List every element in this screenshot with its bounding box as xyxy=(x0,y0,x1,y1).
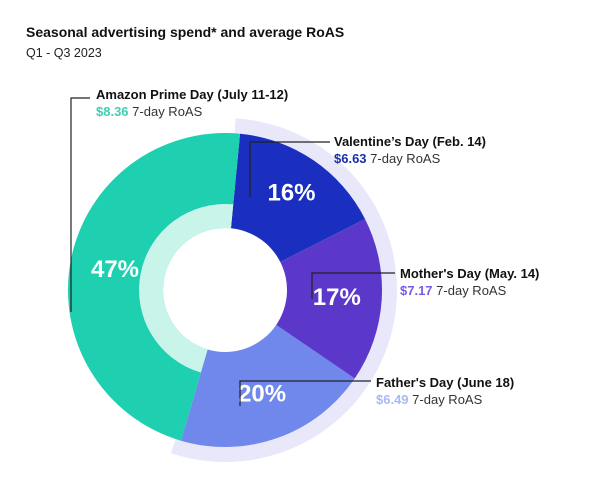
callout-fathers-day: Father's Day (June 18) $6.49 7-day RoAS xyxy=(376,374,514,409)
callout-amazon-prime-day: Amazon Prime Day (July 11-12) $8.36 7-da… xyxy=(96,86,288,121)
callout-mothers-day: Mother's Day (May. 14) $7.17 7-day RoAS xyxy=(400,265,539,300)
donut-slice xyxy=(230,133,366,262)
chart-subtitle: Q1 - Q3 2023 xyxy=(26,46,102,60)
donut-slice xyxy=(276,218,382,379)
slice-label: Amazon Prime Day (July 11-12) xyxy=(96,87,289,102)
slice-label: Valentine’s Day (Feb. 14) xyxy=(334,134,486,149)
donut-slice xyxy=(180,324,355,447)
leader-line-valentines-day xyxy=(249,141,330,197)
roas-suffix: 7-day RoAS xyxy=(436,283,507,298)
roas-suffix: 7-day RoAS xyxy=(412,392,483,407)
roas-value: $8.36 xyxy=(96,104,129,119)
roas-value: $6.49 xyxy=(376,392,409,407)
roas-value: $6.63 xyxy=(334,151,367,166)
roas-value: $7.17 xyxy=(400,283,433,298)
chart-title: Seasonal advertising spend* and average … xyxy=(26,24,345,40)
slice-percent-label: 17% xyxy=(313,284,361,311)
leader-line-prime-day xyxy=(70,97,90,312)
roas-suffix: 7-day RoAS xyxy=(132,104,203,119)
slice-percent-label: 20% xyxy=(238,381,286,408)
slice-label: Mother's Day (May. 14) xyxy=(400,266,540,281)
leader-line-mothers-day xyxy=(311,272,395,299)
callout-valentines-day: Valentine’s Day (Feb. 14) $6.63 7-day Ro… xyxy=(334,133,486,168)
slice-percent-label: 47% xyxy=(91,256,139,283)
slice-percent-label: 16% xyxy=(267,180,315,207)
slice-label: Father's Day (June 18) xyxy=(376,375,515,390)
prime-slice-inner-band xyxy=(139,204,234,373)
roas-suffix: 7-day RoAS xyxy=(370,151,441,166)
leader-line-fathers-day xyxy=(239,380,371,406)
